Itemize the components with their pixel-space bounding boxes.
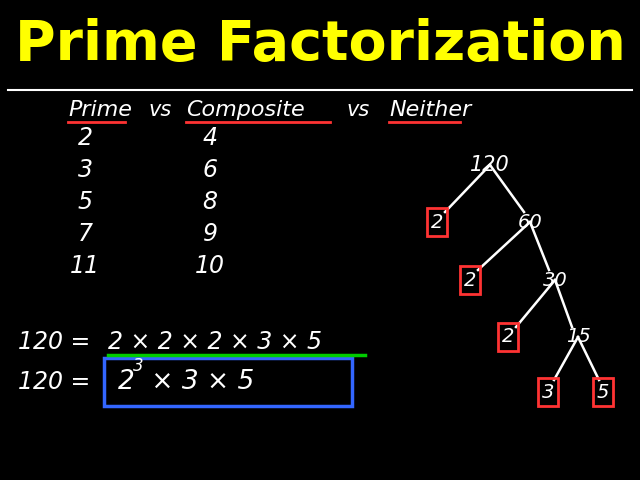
Text: 60: 60: [518, 213, 542, 231]
Text: 2: 2: [464, 271, 476, 289]
Text: 120 =: 120 =: [18, 330, 98, 354]
Text: 7: 7: [77, 222, 93, 246]
Text: 2: 2: [502, 327, 514, 347]
Text: Neither: Neither: [389, 100, 471, 120]
Text: 5: 5: [77, 190, 93, 214]
Text: Composite: Composite: [186, 100, 305, 120]
Text: vs: vs: [346, 100, 369, 120]
Text: Prime Factorization: Prime Factorization: [15, 18, 625, 72]
Text: 11: 11: [70, 254, 100, 278]
Text: 2: 2: [431, 213, 443, 231]
Text: Prime: Prime: [68, 100, 132, 120]
Text: 5: 5: [597, 383, 609, 401]
Text: 15: 15: [566, 327, 590, 347]
Text: 30: 30: [543, 271, 568, 289]
Text: 2: 2: [77, 126, 93, 150]
Text: 3: 3: [542, 383, 554, 401]
Text: 10: 10: [195, 254, 225, 278]
Text: 2 × 2 × 2 × 3 × 5: 2 × 2 × 2 × 3 × 5: [108, 330, 322, 354]
Text: 9: 9: [202, 222, 218, 246]
Text: 3: 3: [77, 158, 93, 182]
Text: 4: 4: [202, 126, 218, 150]
Text: 120: 120: [470, 155, 510, 175]
Text: vs: vs: [148, 100, 172, 120]
Text: × 3 × 5: × 3 × 5: [143, 369, 254, 395]
Text: 120 =: 120 =: [18, 370, 98, 394]
Text: 2: 2: [118, 369, 135, 395]
Text: 6: 6: [202, 158, 218, 182]
Text: 3: 3: [133, 357, 143, 375]
Text: 8: 8: [202, 190, 218, 214]
